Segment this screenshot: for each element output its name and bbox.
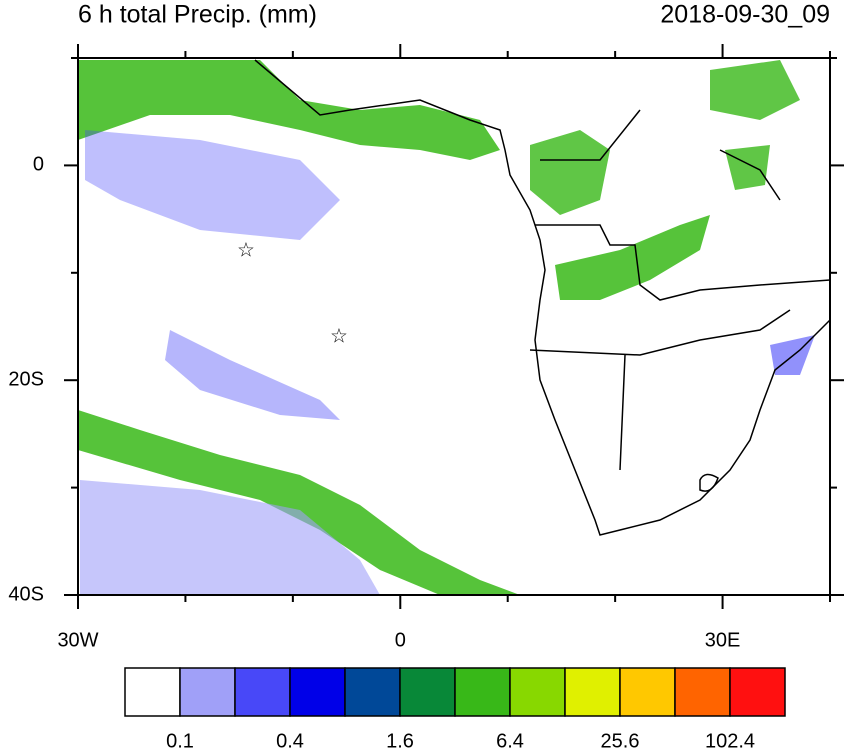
- border: [529, 109, 831, 492]
- y-tick-label: 20S: [8, 368, 44, 390]
- precip-area: [530, 130, 610, 215]
- x-tick-label: 0: [395, 629, 406, 651]
- date: 2018-09-30_09: [660, 1, 830, 29]
- precip-area: [710, 60, 800, 120]
- colorbar-box: [564, 667, 621, 717]
- precip-band: [78, 60, 500, 160]
- colorbar-box: [344, 667, 401, 717]
- precip-area: [165, 330, 340, 420]
- colorbar-box: [179, 667, 236, 717]
- colorbar-box: [509, 667, 566, 717]
- colorbar-box: [454, 667, 511, 717]
- colorbar-label: 25.6: [601, 730, 640, 750]
- y-tick-label: 0: [33, 154, 44, 176]
- precip-area: [85, 130, 340, 240]
- precip-area: [80, 480, 380, 595]
- colorbar-box: [124, 667, 181, 717]
- site-marker: ☆: [237, 239, 255, 261]
- x-tick-label: 30E: [705, 629, 741, 651]
- colorbar-box: [619, 667, 676, 717]
- colorbar-label: 0.1: [166, 730, 194, 750]
- site-marker: ☆: [330, 325, 348, 347]
- colorbar-box: [234, 667, 291, 717]
- coastline: [254, 59, 831, 536]
- colorbar-label: 0.4: [276, 730, 304, 750]
- y-tick-label: 40S: [8, 583, 44, 605]
- colorbar-label: 102.4: [705, 730, 755, 750]
- x-tick-label: 30W: [57, 629, 98, 651]
- colorbar-box: [674, 667, 731, 717]
- colorbar-box: [289, 667, 346, 717]
- map-area: ☆ ☆: [77, 57, 831, 596]
- precip-area: [725, 145, 770, 190]
- map-frame: [77, 57, 831, 596]
- colorbar-box: [399, 667, 456, 717]
- colorbar-label: 1.6: [386, 730, 414, 750]
- precip-band: [78, 410, 520, 595]
- colorbar-box: [729, 667, 786, 717]
- title: 6 h total Precip. (mm): [78, 1, 317, 29]
- colorbar-label: 6.4: [496, 730, 524, 750]
- precip-area: [555, 215, 710, 300]
